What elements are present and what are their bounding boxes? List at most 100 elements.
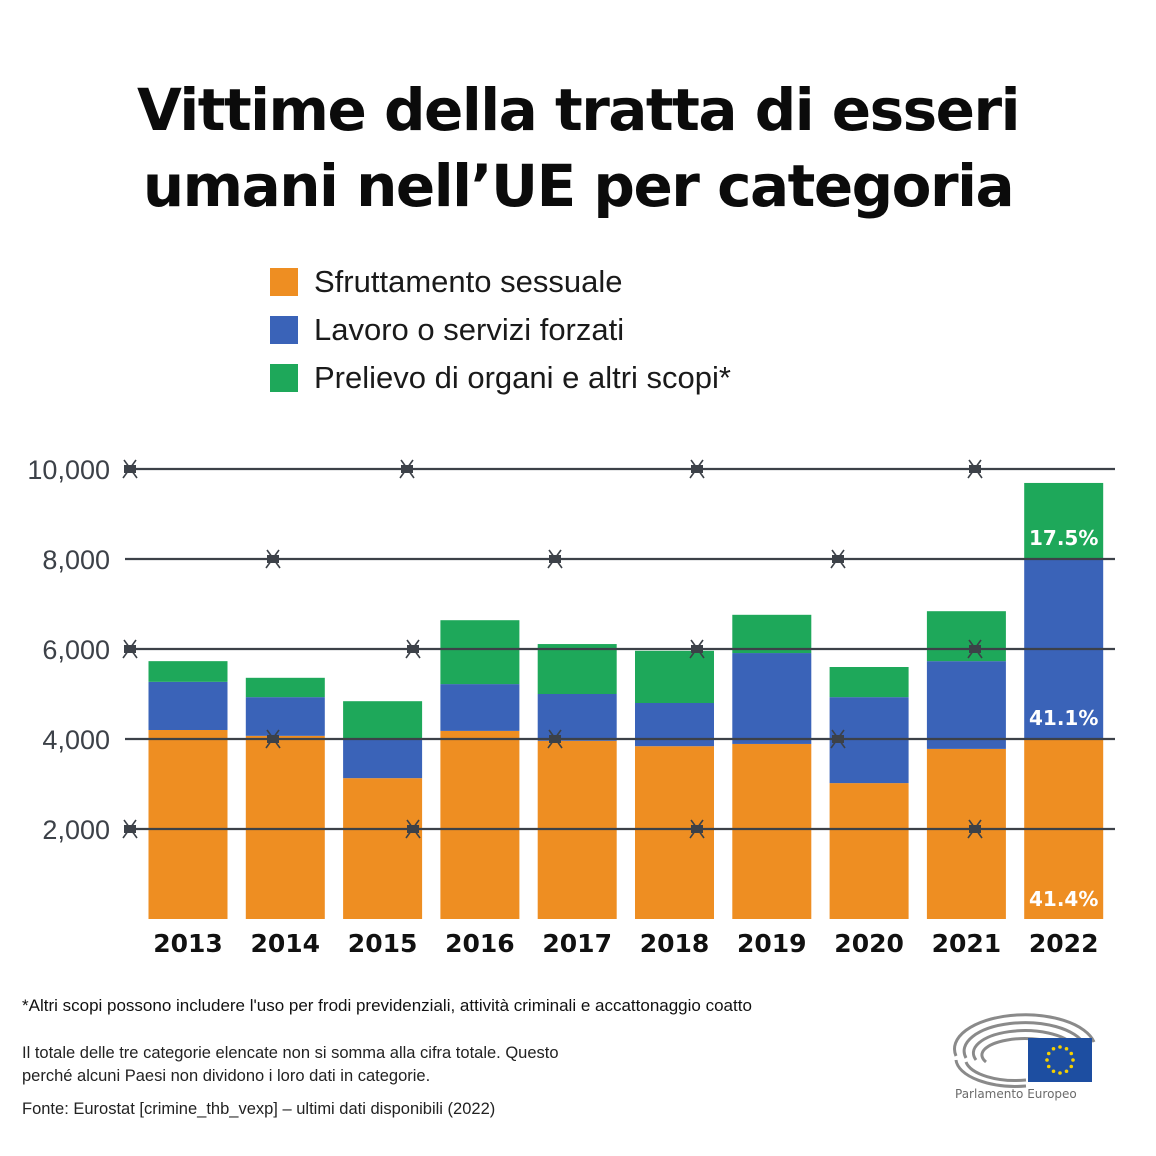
hemicycle-icon	[953, 1013, 1096, 1088]
barb-spike-icon	[690, 459, 705, 479]
barb-spike-icon	[689, 819, 704, 839]
barb-spike-icon	[405, 639, 420, 659]
bar-segment-organ-removal-2021	[926, 611, 1006, 662]
barb-spike-icon	[265, 549, 280, 569]
bar-segment-forced-labour-2014	[245, 697, 325, 736]
legend-item-forced-labour: Lavoro o servizi forzati	[270, 306, 731, 354]
title-line-2: umani nell’UE per categoria	[142, 152, 1015, 220]
legend: Sfruttamento sessuale Lavoro o servizi f…	[270, 258, 731, 402]
barb-spike-icon	[123, 459, 138, 479]
x-tick-label: 2022	[1029, 929, 1099, 958]
legend-label: Sfruttamento sessuale	[314, 264, 623, 299]
bar-segment-sexual-exploitation-2013	[148, 730, 228, 919]
x-tick-label: 2014	[251, 929, 321, 958]
barb-spike-icon	[266, 729, 281, 749]
bar-segment-organ-removal-2017	[537, 644, 617, 694]
bar-segment-forced-labour-2015	[343, 739, 423, 779]
barb-spike-icon	[830, 549, 845, 569]
bar-segment-sexual-exploitation-2014	[245, 735, 325, 919]
eu-star-icon	[1064, 1069, 1069, 1074]
x-tick-label: 2013	[153, 929, 223, 958]
barb-spike-icon	[968, 459, 983, 479]
eu-star-icon	[1058, 1071, 1062, 1075]
barb-spike-icon	[690, 819, 705, 839]
footnote-total: Il totale delle tre categorie elencate n…	[22, 1042, 722, 1088]
x-tick-label: 2021	[932, 929, 1002, 958]
bar-segment-organ-removal-2013	[148, 661, 228, 682]
footnote-asterisk: *Altri scopi possono includere l'uso per…	[22, 996, 752, 1015]
barb-spike-icon	[406, 639, 421, 659]
barb-spike-icon	[399, 459, 414, 479]
barb-spike-icon	[266, 549, 281, 569]
barb-spike-icon	[690, 639, 705, 659]
european-parliament-logo	[953, 1013, 1096, 1088]
barb-spike-icon	[967, 819, 982, 839]
barb-spike-icon	[265, 729, 280, 749]
eu-star-icon	[1069, 1051, 1074, 1056]
bar-segment-sexual-exploitation-2015	[343, 778, 423, 919]
y-tick-label: 8,000	[42, 545, 110, 575]
eu-star-icon	[1071, 1058, 1075, 1062]
barb-spike-icon	[968, 819, 983, 839]
footnote-total-line-1: Il totale delle tre categorie elencate n…	[22, 1044, 559, 1062]
y-tick-label: 10,000	[27, 455, 110, 485]
bar-segment-forced-labour-2019	[732, 653, 812, 744]
barb-spike-icon	[831, 729, 846, 749]
data-label-percentage: 41.4%	[1029, 887, 1098, 911]
bar-segment-forced-labour-2013	[148, 681, 228, 730]
barb-spike-icon	[689, 639, 704, 659]
bar-segment-sexual-exploitation-2020	[829, 783, 909, 919]
barb-spike-icon	[548, 729, 563, 749]
legend-item-sexual-exploitation: Sfruttamento sessuale	[270, 258, 731, 306]
logo-text: Parlamento Europeo	[955, 1087, 1077, 1101]
bar-segment-sexual-exploitation-2016	[440, 730, 520, 919]
barb-spike-icon	[406, 819, 421, 839]
y-tick-label: 2,000	[42, 815, 110, 845]
bar-segment-organ-removal-2015	[343, 701, 423, 739]
legend-item-organ-removal: Prelievo di organi e altri scopi*	[270, 354, 731, 402]
barb-spike-icon	[123, 819, 138, 839]
eu-star-icon	[1058, 1045, 1062, 1049]
bar-segment-sexual-exploitation-2019	[732, 743, 812, 919]
x-tick-label: 2016	[445, 929, 515, 958]
barb-spike-icon	[548, 549, 563, 569]
legend-label: Lavoro o servizi forzati	[314, 312, 625, 347]
eu-flag-icon	[1028, 1038, 1092, 1082]
barb-spike-icon	[967, 459, 982, 479]
barb-spike-icon	[689, 459, 704, 479]
barb-spike-icon	[122, 819, 137, 839]
eu-star-icon	[1045, 1058, 1049, 1062]
chart-title: Vittime della tratta di esseri umani nel…	[0, 72, 1156, 224]
eu-star-icon	[1064, 1046, 1069, 1051]
x-tick-label: 2017	[542, 929, 612, 958]
barb-spike-icon	[122, 459, 137, 479]
bar-segment-organ-removal-2022	[1024, 482, 1104, 559]
eu-star-icon	[1051, 1069, 1056, 1074]
bar-segment-organ-removal-2018	[635, 650, 714, 703]
bar-segment-organ-removal-2014	[245, 677, 325, 698]
data-label-percentage: 41.1%	[1029, 706, 1098, 730]
barb-spike-icon	[123, 639, 138, 659]
eu-star-icon	[1051, 1046, 1056, 1051]
x-tick-label: 2020	[834, 929, 904, 958]
barb-spike-icon	[968, 639, 983, 659]
stacked-bar-chart: 2013 2014 2015 2016 2017 2018 2019 2020 2021 2022…	[27, 455, 1115, 958]
bar-segment-organ-removal-2016	[440, 620, 520, 685]
x-tick-label: 2018	[640, 929, 710, 958]
barb-spike-icon	[547, 729, 562, 749]
legend-swatch-blue	[270, 316, 298, 344]
barb-spike-icon	[547, 549, 562, 569]
bar-segment-forced-labour-2016	[440, 684, 520, 731]
legend-label: Prelievo di organi e altri scopi*	[314, 360, 731, 395]
eu-star-icon	[1046, 1051, 1051, 1056]
footnote-total-line-2: perché alcuni Paesi non dividono i loro …	[22, 1067, 431, 1085]
legend-swatch-green	[270, 364, 298, 392]
barb-spike-icon	[122, 639, 137, 659]
barb-spike-icon	[400, 459, 415, 479]
barb-spike-icon	[967, 639, 982, 659]
bar-segment-organ-removal-2020	[829, 667, 909, 698]
barb-spike-icon	[830, 729, 845, 749]
barb-spike-icon	[405, 819, 420, 839]
source-note: Fonte: Eurostat [crimine_thb_vexp] – ult…	[22, 1100, 496, 1118]
bar-segment-forced-labour-2021	[926, 661, 1006, 749]
